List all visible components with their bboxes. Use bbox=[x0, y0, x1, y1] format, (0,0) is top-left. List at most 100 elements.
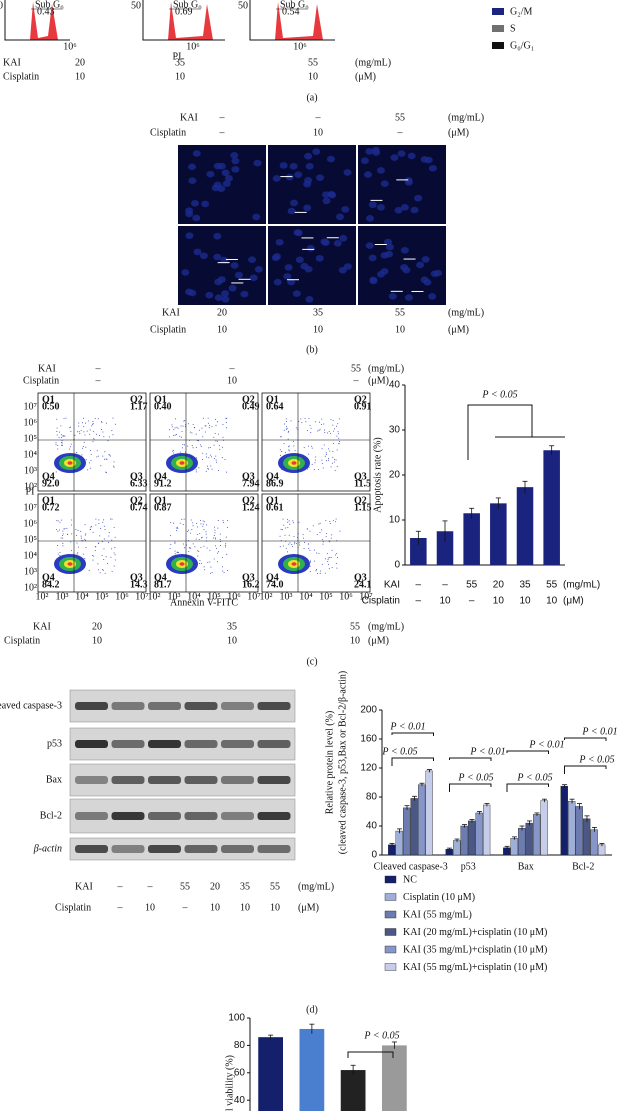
legend-label: S bbox=[510, 23, 516, 34]
quadrant-name: Q1 bbox=[266, 394, 279, 405]
event bbox=[101, 428, 103, 430]
quadrant-name: Q4 bbox=[42, 471, 55, 482]
event bbox=[304, 418, 306, 420]
event bbox=[174, 553, 176, 555]
event bbox=[84, 434, 86, 436]
event bbox=[56, 418, 58, 420]
event bbox=[308, 453, 310, 455]
event bbox=[77, 546, 79, 548]
event bbox=[204, 569, 206, 571]
event bbox=[309, 565, 311, 567]
density bbox=[67, 461, 73, 465]
x-tick-label: 10⁵ bbox=[95, 591, 109, 602]
event bbox=[111, 548, 113, 550]
event bbox=[112, 434, 114, 436]
event bbox=[283, 443, 285, 445]
quadrant-value: 0.50 bbox=[42, 401, 60, 412]
event bbox=[98, 435, 100, 437]
event bbox=[113, 466, 115, 468]
event bbox=[85, 459, 87, 461]
event bbox=[287, 519, 289, 521]
event bbox=[338, 443, 340, 445]
event bbox=[327, 560, 329, 562]
event bbox=[100, 465, 102, 467]
nucleus bbox=[327, 190, 336, 198]
event bbox=[81, 454, 83, 456]
event bbox=[330, 466, 332, 468]
histogram bbox=[143, 2, 225, 40]
axis bbox=[4, 0, 70, 41]
event bbox=[75, 529, 77, 531]
event bbox=[189, 547, 191, 549]
event bbox=[83, 441, 85, 443]
nucleus bbox=[294, 171, 303, 178]
event bbox=[320, 423, 322, 425]
y-tick-label: 10³ bbox=[24, 566, 37, 577]
event bbox=[80, 530, 82, 532]
event bbox=[182, 425, 184, 427]
nucleus bbox=[434, 269, 443, 277]
event bbox=[290, 420, 292, 422]
event bbox=[69, 448, 71, 450]
row-label: Cisplatin bbox=[362, 596, 400, 607]
y-tick-label: 10 bbox=[389, 515, 401, 526]
event bbox=[60, 434, 62, 436]
event bbox=[105, 422, 107, 424]
panel-label: (b) bbox=[306, 344, 318, 355]
event bbox=[224, 544, 226, 546]
quadrant-value: 6.33 bbox=[130, 478, 148, 489]
event bbox=[81, 539, 83, 541]
event bbox=[293, 543, 295, 545]
y-axis-title: (cleaved caspase-3, p53,Bax or Bcl-2/β-a… bbox=[337, 671, 348, 854]
event bbox=[189, 431, 191, 433]
band bbox=[111, 702, 145, 710]
event bbox=[325, 536, 327, 538]
event bbox=[321, 463, 323, 465]
row-unit: (mg/mL) bbox=[355, 57, 391, 68]
event bbox=[70, 426, 72, 428]
bar bbox=[299, 1028, 325, 1111]
event bbox=[319, 421, 321, 423]
event bbox=[336, 435, 338, 437]
row-label: Cisplatin bbox=[150, 127, 186, 138]
y-tick-label: 10⁷ bbox=[24, 401, 38, 412]
event bbox=[187, 445, 189, 447]
event bbox=[202, 523, 204, 525]
row-value: – bbox=[397, 127, 404, 138]
bar bbox=[598, 844, 606, 856]
event bbox=[279, 535, 281, 537]
bar bbox=[540, 800, 548, 856]
event bbox=[56, 427, 58, 429]
bar bbox=[258, 1037, 283, 1111]
event bbox=[169, 429, 171, 431]
event bbox=[221, 457, 223, 459]
nucleus bbox=[185, 232, 194, 240]
legend-swatch bbox=[384, 928, 397, 936]
y-tick-label: 10⁴ bbox=[24, 550, 38, 561]
event bbox=[103, 519, 105, 521]
event bbox=[216, 561, 218, 563]
event bbox=[205, 533, 207, 535]
event bbox=[316, 552, 318, 554]
bar bbox=[403, 807, 411, 856]
event bbox=[216, 440, 218, 442]
event bbox=[169, 548, 171, 550]
event bbox=[181, 518, 183, 520]
nucleus bbox=[388, 292, 397, 300]
event bbox=[199, 533, 201, 535]
annotation: P < 0.05 bbox=[578, 754, 614, 765]
event bbox=[195, 538, 197, 540]
event bbox=[332, 443, 334, 445]
event bbox=[318, 429, 320, 431]
event bbox=[57, 520, 59, 522]
event bbox=[202, 417, 204, 419]
bar bbox=[490, 503, 507, 565]
event bbox=[204, 425, 206, 427]
event bbox=[62, 533, 64, 535]
event bbox=[103, 436, 105, 438]
nucleus bbox=[230, 262, 239, 269]
event bbox=[216, 547, 218, 549]
event bbox=[328, 430, 330, 432]
event bbox=[82, 553, 84, 555]
event bbox=[65, 417, 67, 419]
